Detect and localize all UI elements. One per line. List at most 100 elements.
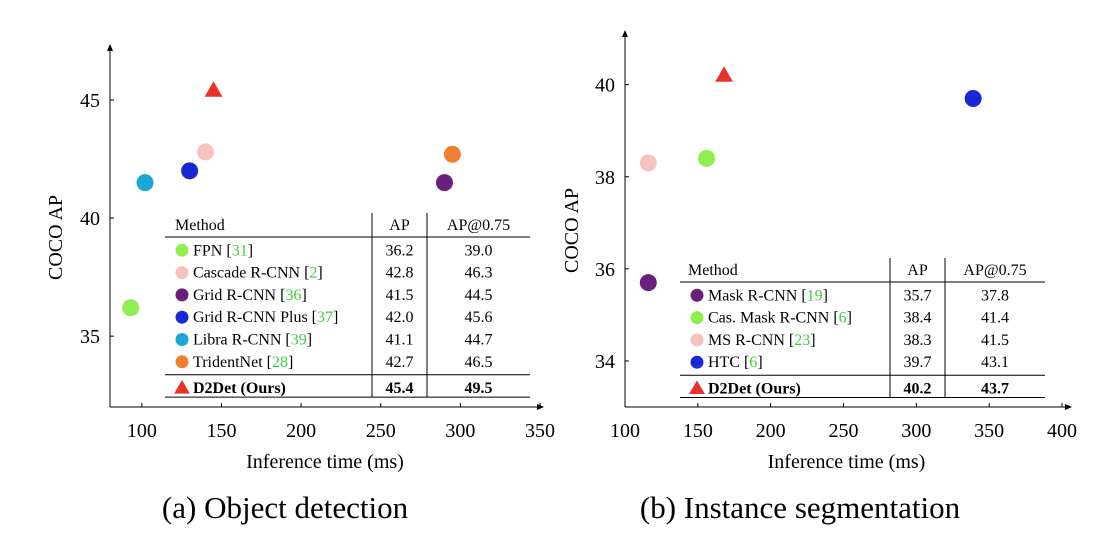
y-tick-label: 40 [595, 75, 615, 97]
table-ap-value: 40.2 [904, 381, 932, 398]
table-method-name: Libra R-CNN [39] [193, 332, 312, 349]
table-method-name: MS R-CNN [23] [708, 332, 816, 349]
table-ap75-value: 37.8 [981, 287, 1009, 304]
citation-link: 39 [291, 332, 307, 349]
method-name: MS R-CNN [ [708, 332, 794, 349]
citation-close: ] [823, 287, 828, 304]
y-axis-label: COCO AP [561, 188, 583, 273]
table-header-method: Method [688, 262, 738, 279]
citation-link: 36 [285, 287, 301, 304]
table-header-ap: AP [907, 262, 928, 279]
data-point-cascade-r-cnn [197, 143, 215, 161]
table-ap-value: 36.2 [386, 242, 414, 259]
table-row: FPN [31] 36.2 39.0 [175, 242, 493, 259]
table-ap-value: 38.3 [904, 332, 932, 349]
data-point-d2det-ours [715, 66, 733, 82]
data-point-grid-r-cnn-plus [181, 162, 199, 180]
chart-a: 100 150 200 250 300 350 35 40 45 Inference time (… [45, 44, 555, 525]
legend-marker [690, 311, 704, 325]
table-method-name: TridentNet [28] [193, 354, 293, 371]
data-point-fpn [122, 299, 140, 317]
x-axis-label: Inference time (ms) [246, 451, 404, 473]
table-method-name: D2Det (Ours) [193, 380, 286, 397]
y-tick-label: 34 [595, 351, 615, 373]
table-row: D2Det (Ours) 40.2 43.7 [689, 380, 1009, 398]
citation-link: 2 [309, 265, 317, 282]
citation-close: ] [288, 354, 293, 371]
citation-link: 23 [794, 332, 810, 349]
x-axis-arrow [1065, 404, 1072, 410]
citation-close: ] [301, 287, 306, 304]
x-tick-label: 150 [683, 420, 713, 442]
data-point-d2det-ours [204, 81, 223, 97]
method-name: FPN [ [193, 242, 232, 259]
method-name: D2Det (Ours) [193, 380, 286, 397]
legend-marker [175, 333, 189, 346]
table-method-name: FPN [31] [193, 242, 253, 259]
table-ap-value: 35.7 [904, 287, 932, 304]
data-point-mask-r-cnn [639, 274, 657, 292]
y-axis-label: COCO AP [45, 195, 67, 280]
table-ap75-value: 43.1 [981, 354, 1009, 371]
legend-marker [175, 355, 189, 369]
table-ap-value: 38.4 [904, 310, 932, 327]
table-header-ap: AP [389, 217, 410, 234]
x-axis-label: Inference time (ms) [768, 451, 926, 473]
citation-close: ] [810, 332, 815, 349]
figure-caption: (b) Instance segmentation [640, 490, 961, 525]
table-row: Cascade R-CNN [2] 42.8 46.3 [175, 265, 493, 282]
citation-link: 28 [272, 354, 288, 371]
citation-close: ] [317, 265, 322, 282]
table-ap-value: 41.1 [386, 332, 414, 349]
table-method-name: Grid R-CNN Plus [37] [193, 309, 338, 326]
x-tick-label: 300 [445, 420, 475, 442]
legend-marker [174, 379, 190, 394]
table-header-ap75: AP@0.75 [447, 217, 510, 234]
y-axis-arrow [622, 30, 628, 37]
table-ap-value: 42.8 [386, 265, 414, 282]
table-ap75-value: 39.0 [465, 242, 493, 259]
table-header-ap75: AP@0.75 [963, 262, 1026, 279]
y-tick-label: 36 [595, 259, 615, 281]
legend-marker [175, 288, 189, 302]
data-point-cas-mask-r-cnn [698, 149, 716, 167]
table-row: D2Det (Ours) 45.4 49.5 [174, 379, 493, 397]
table-ap-value: 45.4 [386, 380, 414, 397]
method-name: HTC [ [708, 354, 749, 371]
table-method-name: HTC [6] [708, 354, 763, 371]
citation-link: 31 [232, 242, 248, 259]
table-method-name: Cascade R-CNN [2] [193, 265, 323, 282]
table-ap75-value: 43.7 [981, 381, 1009, 398]
table-ap75-value: 46.3 [465, 265, 493, 282]
method-name: Cascade R-CNN [ [193, 265, 309, 282]
data-point-grid-r-cnn [435, 174, 453, 192]
citation-link: 19 [807, 287, 823, 304]
table-method-name: Grid R-CNN [36] [193, 287, 307, 304]
table-ap-value: 42.0 [386, 309, 414, 326]
chart-b: 100 150 200 250 300 350 400 34 36 38 40 Inference t… [561, 30, 1077, 525]
x-tick-label: 100 [610, 420, 640, 442]
table-ap75-value: 46.5 [465, 354, 493, 371]
x-tick-label: 300 [901, 420, 931, 442]
y-tick-label: 40 [80, 208, 100, 230]
table-ap75-value: 44.7 [465, 332, 493, 349]
legend-marker [690, 288, 704, 302]
table-ap-value: 39.7 [904, 354, 932, 371]
table-row: Grid R-CNN [36] 41.5 44.5 [175, 287, 493, 304]
x-tick-label: 100 [127, 420, 157, 442]
x-tick-label: 150 [206, 420, 236, 442]
table-ap-value: 42.7 [386, 354, 414, 371]
x-tick-label: 400 [1047, 420, 1077, 442]
table-header-method: Method [175, 217, 225, 234]
method-name: Cas. Mask R-CNN [ [708, 310, 839, 327]
citation-close: ] [847, 310, 852, 327]
y-axis-arrow [107, 44, 113, 51]
table-ap75-value: 41.5 [981, 332, 1009, 349]
legend-table: Method AP AP@0.75 Mask R-CNN [19] 35.7 37.8 Ca… [680, 258, 1045, 398]
citation-close: ] [307, 332, 312, 349]
citation-link: 6 [839, 310, 847, 327]
x-tick-label: 200 [286, 420, 316, 442]
table-row: Libra R-CNN [39] 41.1 44.7 [175, 332, 493, 349]
table-method-name: D2Det (Ours) [708, 381, 801, 398]
data-point-libra-r-cnn [136, 174, 154, 192]
